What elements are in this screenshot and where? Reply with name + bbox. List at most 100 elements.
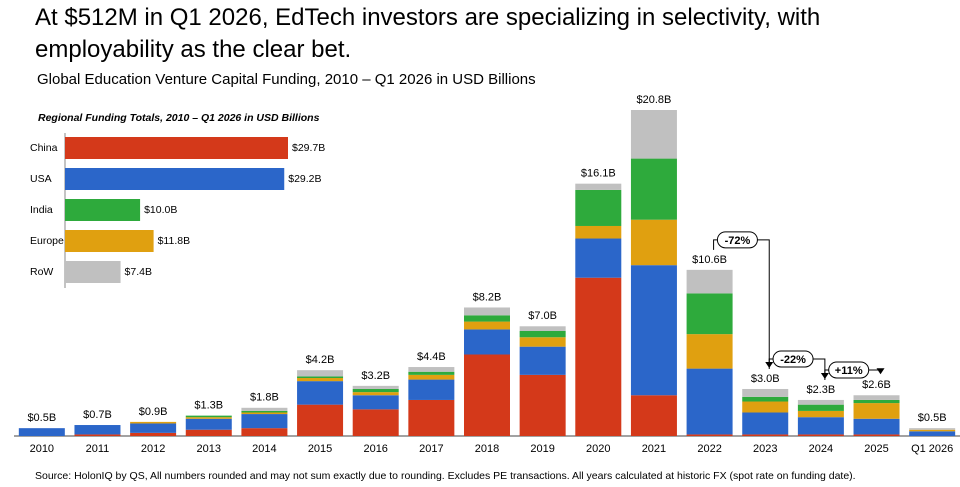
- bar-segment: [130, 421, 177, 424]
- bar-segment: [130, 432, 177, 436]
- bar-segment: [130, 423, 177, 433]
- x-tick-label: 2015: [308, 443, 332, 455]
- total-label: $4.4B: [417, 351, 446, 363]
- total-label: $16.1B: [581, 168, 616, 180]
- chart-subtitle: Global Education Venture Capital Funding…: [37, 71, 536, 88]
- bar-segment: [519, 337, 566, 347]
- bar-segment: [464, 315, 510, 322]
- bar-segment: [575, 225, 622, 239]
- total-label: $0.5B: [918, 412, 947, 424]
- bar-segment: [297, 370, 344, 377]
- bar-segment: [408, 367, 455, 372]
- total-label: $3.0B: [751, 373, 780, 385]
- x-tick-label: 2011: [86, 443, 110, 455]
- inset-bar: [65, 230, 154, 252]
- total-label: $0.5B: [27, 412, 56, 424]
- bar-segment: [519, 374, 566, 436]
- bar-segment: [241, 414, 288, 429]
- total-label: $20.8B: [637, 94, 672, 106]
- bar-segment: [185, 417, 232, 419]
- bar-segment: [464, 329, 510, 355]
- total-label: $4.2B: [306, 354, 335, 366]
- bar-segment: [742, 396, 789, 402]
- bar-segment: [742, 434, 789, 436]
- bar-segment: [464, 354, 510, 436]
- bar-segment: [686, 293, 733, 335]
- inset-value-label: $10.0B: [144, 204, 177, 216]
- bar-segment: [464, 307, 510, 316]
- bar-segment: [630, 395, 677, 436]
- x-tick-label: 2016: [363, 443, 387, 455]
- bar-segment: [630, 110, 677, 159]
- bar-segment: [241, 410, 288, 413]
- inset-bar: [65, 137, 288, 159]
- bar-segment: [630, 158, 677, 220]
- x-tick-label: 2024: [809, 443, 833, 455]
- x-tick-label: 2017: [419, 443, 443, 455]
- bar-segment: [408, 371, 455, 375]
- bar-segment: [797, 410, 844, 418]
- bar-segment: [742, 401, 789, 413]
- arrow-head: [876, 368, 885, 375]
- bar-segment: [352, 388, 399, 393]
- bar-segment: [575, 189, 622, 226]
- inset-value-label: $11.8B: [158, 235, 191, 247]
- inset-value-label: $29.2B: [288, 173, 321, 185]
- total-label: $0.7B: [83, 409, 112, 421]
- bar-segment: [185, 418, 232, 430]
- bar-segment: [575, 238, 622, 278]
- x-tick-label: 2022: [697, 443, 721, 455]
- bar-segment: [853, 403, 900, 419]
- inset-category-label: India: [30, 204, 53, 216]
- source-note: Source: HolonIQ by QS, All numbers round…: [35, 470, 856, 482]
- bar-segment: [853, 395, 900, 400]
- inset-category-label: China: [30, 142, 58, 154]
- bar-segment: [686, 434, 733, 436]
- bar-segment: [797, 434, 844, 436]
- bar-segment: [185, 429, 232, 436]
- total-label: $10.6B: [692, 254, 727, 266]
- bar-segment: [297, 381, 344, 405]
- bar-segment: [408, 379, 455, 400]
- bar-segment: [352, 409, 399, 436]
- bar-segment: [797, 404, 844, 411]
- x-tick-label: 2012: [141, 443, 165, 455]
- inset-category-label: RoW: [30, 266, 53, 278]
- bar-segment: [909, 429, 956, 432]
- inset-category-label: USA: [30, 173, 52, 185]
- total-label: $1.8B: [250, 392, 279, 404]
- bar-segment: [241, 428, 288, 436]
- annotation-label: +11%: [835, 365, 863, 377]
- x-tick-label: 2025: [864, 443, 888, 455]
- annotation-label: -22%: [780, 354, 806, 366]
- total-label: $3.2B: [361, 370, 390, 382]
- annotation-pill: [716, 231, 758, 249]
- bar-segment: [297, 376, 344, 379]
- inset-title: Regional Funding Totals, 2010 – Q1 2026 …: [38, 112, 320, 124]
- total-label: $1.3B: [194, 400, 223, 412]
- x-tick-label: 2013: [197, 443, 221, 455]
- x-tick-label: 2010: [30, 443, 54, 455]
- bar-segment: [18, 428, 65, 436]
- bar-segment: [853, 434, 900, 436]
- inset-bar: [65, 261, 121, 283]
- bar-segment: [630, 265, 677, 396]
- bar-segment: [909, 428, 956, 430]
- x-tick-label: 2019: [530, 443, 554, 455]
- x-tick-label: 2014: [252, 443, 276, 455]
- bar-segment: [853, 399, 900, 404]
- bar-segment: [464, 321, 510, 330]
- bar-segment: [686, 334, 733, 369]
- total-label: $2.6B: [862, 379, 891, 391]
- x-tick-label: Q1 2026: [911, 443, 953, 455]
- bar-segment: [408, 399, 455, 436]
- x-tick-label: 2021: [642, 443, 666, 455]
- bar-segment: [630, 219, 677, 266]
- inset-bar: [65, 199, 141, 221]
- bar-segment: [519, 330, 566, 338]
- bar-segment: [352, 385, 399, 389]
- inset-bar: [65, 168, 285, 190]
- x-tick-label: 2020: [586, 443, 610, 455]
- bar-segment: [185, 415, 232, 418]
